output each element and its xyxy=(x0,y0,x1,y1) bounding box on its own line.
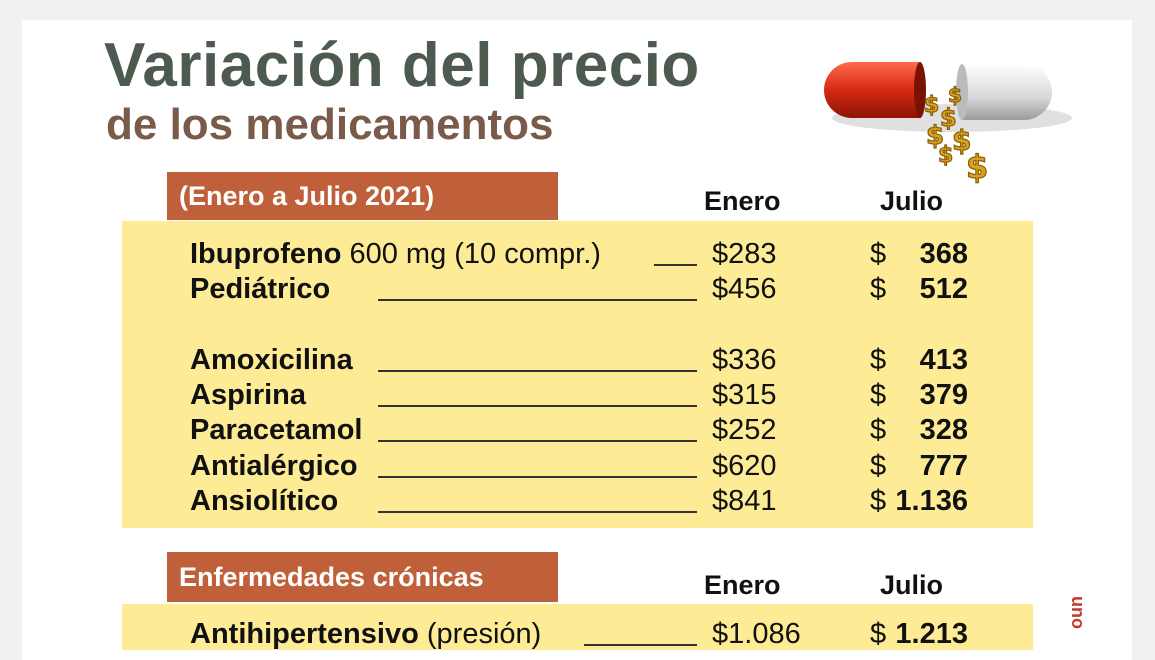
leader-line xyxy=(378,370,697,372)
column-header-julio: Julio xyxy=(880,570,944,600)
chronic-table-panel xyxy=(122,604,1033,650)
price-enero: $456 xyxy=(712,273,777,305)
leader-line xyxy=(378,440,697,442)
currency-symbol: $ xyxy=(870,618,887,650)
price-enero: $620 xyxy=(712,450,777,482)
price-enero: $336 xyxy=(712,344,777,376)
medicine-name: Ansiolítico xyxy=(190,485,339,517)
leader-line xyxy=(378,476,697,478)
table-row: Antihipertensivo (presión) $1.086 $ 1.21… xyxy=(190,618,980,652)
price-enero: $1.086 xyxy=(712,618,801,650)
table-row: Ansiolítico $841 $ 1.136 xyxy=(190,485,980,519)
table-row: Pediátrico $456 $ 512 xyxy=(190,273,980,307)
price-julio: 1.136 xyxy=(895,485,968,517)
price-julio: 1.213 xyxy=(895,618,968,650)
section-banner-chronic: Enfermedades crónicas xyxy=(167,552,558,602)
table-row: Antialérgico $620 $ 777 xyxy=(190,450,980,484)
svg-text:$: $ xyxy=(966,148,988,186)
leader-line xyxy=(378,511,697,513)
price-julio: 328 xyxy=(919,414,968,446)
medicine-name: Aspirina xyxy=(190,379,307,411)
column-header-enero: Enero xyxy=(704,186,781,216)
pill-capsule-icon: $ $ $ $ $ $ $ xyxy=(812,50,1082,190)
medicine-name: Pediátrico xyxy=(190,273,331,305)
price-julio: 777 xyxy=(919,450,968,482)
page-title: Variación del precio xyxy=(104,31,700,100)
currency-symbol: $ xyxy=(870,414,887,446)
svg-text:$: $ xyxy=(924,93,939,118)
currency-symbol: $ xyxy=(870,485,887,517)
svg-text:$: $ xyxy=(926,121,944,151)
page-subtitle: de los medicamentos xyxy=(106,100,554,149)
price-enero: $252 xyxy=(712,414,777,446)
table-row: Aspirina $315 $ 379 xyxy=(190,379,980,413)
leader-line xyxy=(584,644,697,646)
currency-symbol: $ xyxy=(870,238,887,270)
svg-text:$: $ xyxy=(948,83,962,107)
svg-text:$: $ xyxy=(938,143,953,168)
medicine-detail: (presión) xyxy=(418,618,542,650)
medicine-name: Amoxicilina xyxy=(190,344,353,376)
section-banner-period: (Enero a Julio 2021) xyxy=(167,172,558,220)
medicine-detail: 600 mg (10 compr.) xyxy=(341,238,601,270)
leader-line xyxy=(378,405,697,407)
price-julio: 512 xyxy=(919,273,968,305)
svg-text:$: $ xyxy=(940,104,957,132)
medicine-name: Paracetamol xyxy=(190,414,363,446)
price-julio: 368 xyxy=(919,238,968,270)
medicine-name: Antialérgico xyxy=(190,450,358,482)
price-julio: 413 xyxy=(919,344,968,376)
price-enero: $315 xyxy=(712,379,777,411)
leader-line xyxy=(378,299,697,301)
table-row: Amoxicilina $336 $ 413 xyxy=(190,344,980,378)
currency-symbol: $ xyxy=(870,273,887,305)
publisher-logo: uno xyxy=(1068,596,1088,629)
currency-symbol: $ xyxy=(870,379,887,411)
column-header-julio: Julio xyxy=(880,186,944,216)
price-julio: 379 xyxy=(919,379,968,411)
svg-text:$: $ xyxy=(952,124,971,157)
price-enero: $841 xyxy=(712,485,777,517)
leader-line xyxy=(654,264,697,266)
column-header-enero: Enero xyxy=(704,570,781,600)
currency-symbol: $ xyxy=(870,344,887,376)
medicine-name: Ibuprofeno xyxy=(190,238,342,270)
price-enero: $283 xyxy=(712,238,777,270)
table-row: Ibuprofeno 600 mg (10 compr.) $283 $ 368 xyxy=(190,238,980,272)
medicine-name: Antihipertensivo xyxy=(190,618,419,650)
table-row: Paracetamol $252 $ 328 xyxy=(190,414,980,448)
currency-symbol: $ xyxy=(870,450,887,482)
